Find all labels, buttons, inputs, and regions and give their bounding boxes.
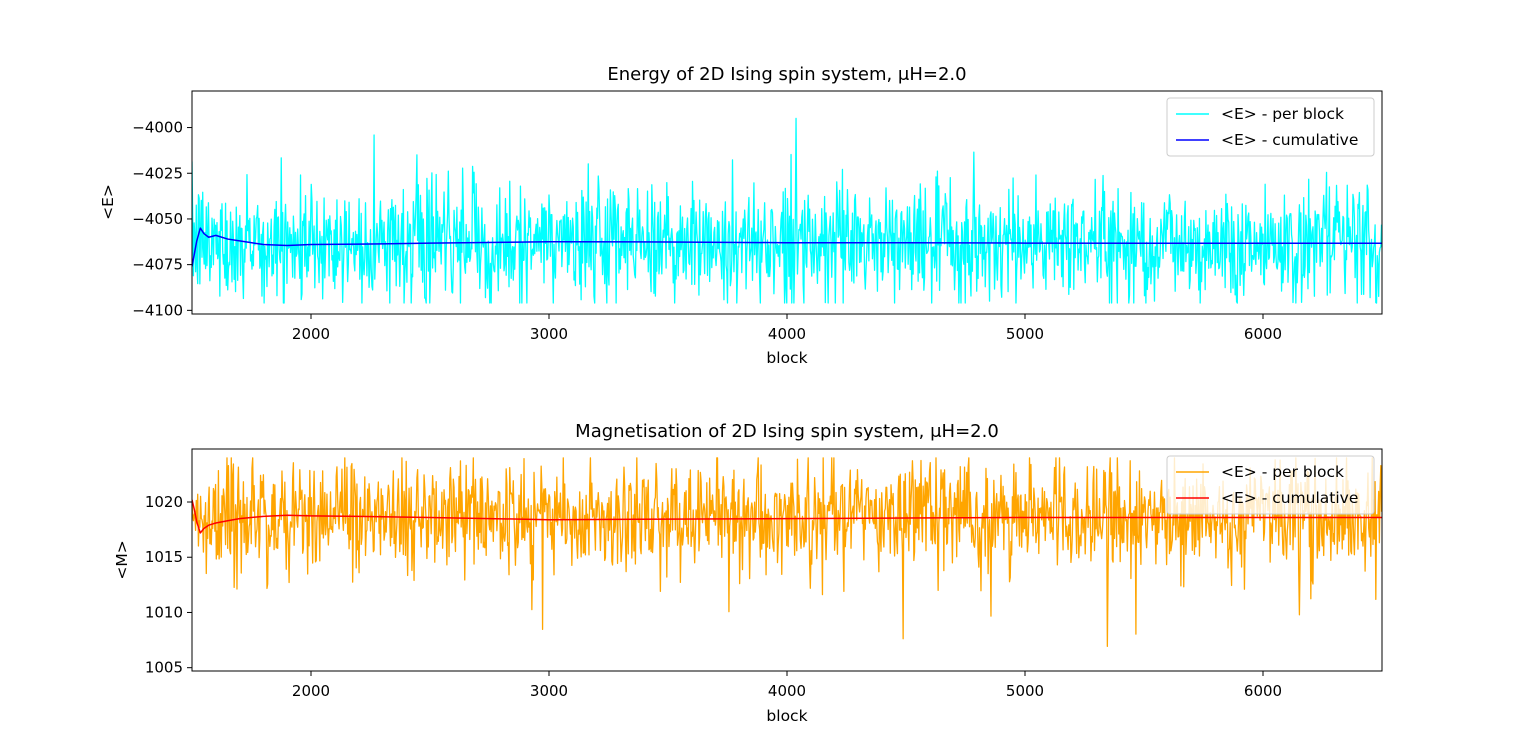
energy-chart-title: Energy of 2D Ising spin system, μH=2.0: [607, 64, 966, 85]
magnetisation-x-tick-label: 6000: [1244, 682, 1282, 700]
magnetisation-legend: <E> - per block <E> - cumulative: [1166, 455, 1375, 515]
magnetisation-y-axis-label: <M>: [113, 540, 131, 579]
energy-x-axis-label: block: [766, 349, 807, 367]
energy-x-tick-label: 3000: [530, 325, 568, 343]
energy-per-block-line: [192, 117, 1382, 304]
magnetisation-legend-box: [1166, 455, 1375, 515]
energy-y-tick-label: −4000: [132, 119, 183, 137]
magnetisation-x-tick-label: 2000: [292, 682, 330, 700]
energy-legend-box: [1166, 97, 1375, 157]
magnetisation-cumulative-line: [192, 499, 1382, 534]
energy-legend-label: <E> - cumulative: [1221, 131, 1358, 149]
magnetisation-x-axis-label: block: [766, 707, 807, 725]
energy-y-tick-label: −4100: [132, 301, 183, 319]
energy-x-tick-label: 6000: [1244, 325, 1282, 343]
energy-y-tick-label: −4025: [132, 164, 183, 182]
magnetisation-legend-label: <E> - per block: [1221, 463, 1344, 481]
energy-x-tick-label: 4000: [768, 325, 806, 343]
magnetisation-per-block-line: [192, 457, 1382, 648]
magnetisation-y-tick-label: 1010: [145, 603, 183, 621]
energy-legend-label: <E> - per block: [1221, 105, 1344, 123]
energy-plot-area: [192, 117, 1382, 304]
magnetisation-y-tick-label: 1020: [145, 493, 183, 511]
magnetisation-legend-label: <E> - cumulative: [1221, 489, 1358, 507]
energy-y-axis-label: <E>: [99, 184, 117, 220]
magnetisation-y-tick-label: 1015: [145, 548, 183, 566]
magnetisation-plot-area: [192, 457, 1382, 648]
energy-x-tick-label: 2000: [292, 325, 330, 343]
magnetisation-x-tick-label: 3000: [530, 682, 568, 700]
magnetisation-x-tick-label: 4000: [768, 682, 806, 700]
magnetisation-y-tick-label: 1005: [145, 659, 183, 677]
magnetisation-x-tick-label: 5000: [1006, 682, 1044, 700]
energy-subplot: Energy of 2D Ising spin system, μH=2.0 b…: [99, 64, 1383, 367]
energy-y-tick-label: −4075: [132, 256, 183, 274]
energy-y-tick-label: −4050: [132, 210, 183, 228]
magnetisation-subplot: Magnetisation of 2D Ising spin system, μ…: [113, 421, 1383, 725]
energy-cumulative-line: [192, 227, 1382, 267]
energy-legend: <E> - per block <E> - cumulative: [1166, 97, 1375, 157]
magnetisation-chart-title: Magnetisation of 2D Ising spin system, μ…: [575, 421, 999, 442]
energy-x-tick-label: 5000: [1006, 325, 1044, 343]
